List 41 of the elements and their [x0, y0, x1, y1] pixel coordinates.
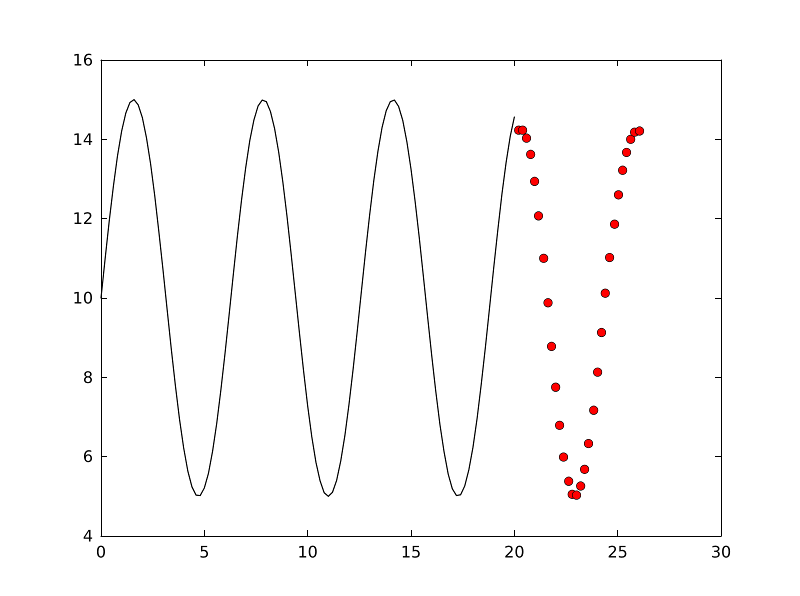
- point: [551, 382, 560, 392]
- point: [518, 126, 528, 135]
- point: [564, 476, 574, 486]
- point: [618, 166, 628, 175]
- y-tick-label: 4: [82, 526, 93, 546]
- y-tick-label: 14: [72, 130, 93, 149]
- point: [576, 481, 586, 491]
- point: [584, 439, 594, 448]
- y-tick-label: 16: [72, 50, 93, 70]
- point: [614, 190, 624, 200]
- point: [572, 490, 582, 500]
- point: [589, 406, 598, 415]
- x-tick-label: 0: [96, 542, 106, 562]
- point: [610, 220, 620, 229]
- point: [522, 134, 532, 143]
- point: [580, 464, 590, 474]
- point: [526, 150, 536, 159]
- point: [622, 148, 632, 157]
- point: [605, 252, 614, 262]
- point: [558, 452, 568, 462]
- point: [546, 342, 556, 351]
- x-tick-label: 30: [710, 542, 732, 562]
- y-tick-label: 8: [82, 368, 93, 387]
- x-tick-label: 20: [504, 542, 525, 562]
- point: [626, 134, 636, 144]
- point: [593, 368, 602, 377]
- point: [530, 176, 540, 186]
- point: [600, 288, 610, 298]
- y-tick-label: 10: [72, 288, 93, 308]
- point: [539, 254, 548, 263]
- y-tick-label: 6: [82, 447, 93, 466]
- point: [534, 211, 544, 220]
- x-tick-label: 10: [297, 542, 318, 562]
- x-tick-label: 25: [607, 542, 628, 562]
- x-tick-label: 15: [400, 542, 422, 562]
- point: [635, 126, 644, 136]
- x-tick-label: 5: [199, 542, 210, 562]
- point: [597, 328, 606, 338]
- point: [543, 298, 553, 308]
- y-tick-label: 12: [72, 209, 93, 228]
- point: [555, 420, 564, 430]
